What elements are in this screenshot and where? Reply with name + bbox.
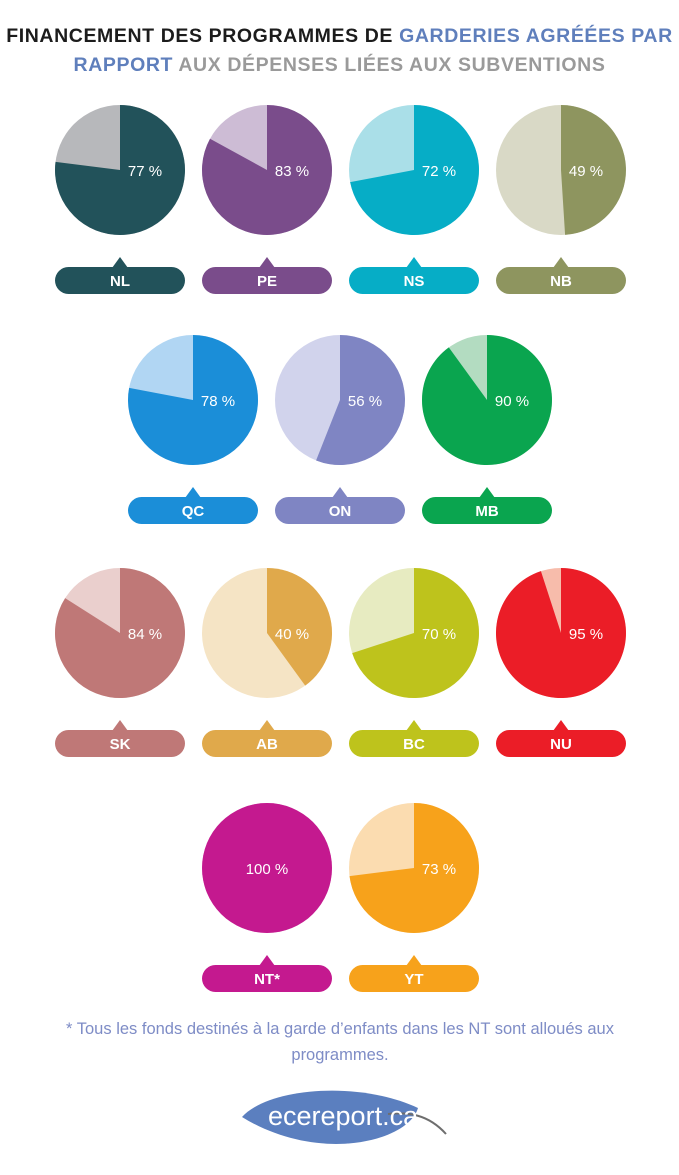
category-label-mb: MB bbox=[475, 503, 498, 520]
label-pointer-qc bbox=[185, 487, 201, 498]
pie-slice-yt bbox=[349, 803, 479, 933]
value-label-sk: 84 % bbox=[128, 626, 162, 643]
label-pill-bc bbox=[349, 730, 479, 757]
label-pill-nl bbox=[55, 267, 185, 294]
label-pill-nu bbox=[496, 730, 626, 757]
pie-nt: 100 % NT* bbox=[202, 803, 332, 992]
category-label-ns: NS bbox=[404, 273, 425, 290]
title-part-4: AUX DÉPENSES LIÉES AUX SUBVENTIONS bbox=[178, 54, 606, 76]
label-pill-nb bbox=[496, 267, 626, 294]
title-part-3: RAPPORT bbox=[73, 54, 174, 76]
pie-nu: 95 % NU bbox=[495, 568, 626, 757]
value-label-nt: 100 % bbox=[246, 861, 289, 878]
pie-sk: 84 % SK bbox=[55, 568, 186, 757]
label-pointer-ab bbox=[259, 720, 275, 731]
pie-nb: 49 % NB bbox=[496, 105, 626, 294]
label-pill-sk bbox=[55, 730, 185, 757]
label-pill-nt bbox=[202, 965, 332, 992]
label-pill-pe bbox=[202, 267, 332, 294]
label-pill-on bbox=[275, 497, 405, 524]
pie-yt: 73 % YT bbox=[349, 803, 479, 992]
value-label-qc: 78 % bbox=[201, 393, 235, 410]
category-label-qc: QC bbox=[182, 503, 205, 520]
value-label-pe: 83 % bbox=[275, 163, 309, 180]
pie-ns: 72 % NS bbox=[349, 105, 479, 294]
footnote: * Tous les fonds destinés à la garde d’e… bbox=[66, 1020, 614, 1064]
label-pointer-nb bbox=[553, 257, 569, 268]
value-label-bc: 70 % bbox=[422, 626, 456, 643]
pie-qc: 78 % QC bbox=[127, 335, 258, 524]
pie-pe: 83 % PE bbox=[202, 105, 333, 294]
label-pill-ns bbox=[349, 267, 479, 294]
chart-title: FINANCEMENT DES PROGRAMMES DE GARDERIES … bbox=[0, 22, 679, 80]
value-label-ab: 40 % bbox=[275, 626, 309, 643]
leaf-icon bbox=[242, 1090, 447, 1144]
pie-nl: 77 % NL bbox=[54, 105, 185, 294]
pie-slice-bc bbox=[352, 568, 479, 698]
label-pointer-nu bbox=[553, 720, 569, 731]
category-label-bc: BC bbox=[403, 736, 425, 753]
label-pointer-nt bbox=[259, 955, 275, 966]
label-pointer-nl bbox=[112, 257, 128, 268]
pie-slice-pe bbox=[202, 105, 333, 235]
title-part-2: GARDERIES AGRÉÉES PAR bbox=[399, 25, 673, 47]
category-label-sk: SK bbox=[110, 736, 131, 753]
label-pill-ab bbox=[202, 730, 332, 757]
category-label-yt: YT bbox=[404, 971, 423, 988]
pie-ab: 40 % AB bbox=[202, 568, 333, 757]
pie-on: 56 % ON bbox=[275, 335, 405, 524]
label-pointer-on bbox=[332, 487, 348, 498]
label-pill-mb bbox=[422, 497, 552, 524]
pie-slice-qc bbox=[127, 335, 258, 465]
category-label-nt: NT* bbox=[254, 971, 280, 988]
value-label-yt: 73 % bbox=[422, 861, 456, 878]
category-label-nl: NL bbox=[110, 273, 130, 290]
label-pointer-ns bbox=[406, 257, 422, 268]
pie-bc: 70 % BC bbox=[349, 568, 479, 757]
label-pointer-mb bbox=[479, 487, 495, 498]
label-pointer-pe bbox=[259, 257, 275, 268]
pie-slice-nb bbox=[561, 105, 626, 235]
label-pointer-yt bbox=[406, 955, 422, 966]
label-pointer-bc bbox=[406, 720, 422, 731]
pie-slice-nu bbox=[495, 568, 626, 698]
pie-slice-ab bbox=[267, 568, 333, 686]
value-label-nl: 77 % bbox=[128, 163, 162, 180]
pie-slice-mb bbox=[421, 335, 552, 465]
value-label-ns: 72 % bbox=[422, 163, 456, 180]
value-label-nb: 49 % bbox=[569, 163, 603, 180]
pie-slice-nl bbox=[54, 105, 185, 235]
title-part-1: FINANCEMENT DES PROGRAMMES DE bbox=[6, 25, 394, 47]
value-label-on: 56 % bbox=[348, 393, 382, 410]
logo-text[interactable]: ecereport.ca bbox=[268, 1101, 419, 1131]
label-pill-yt bbox=[349, 965, 479, 992]
category-label-nb: NB bbox=[550, 273, 572, 290]
category-label-pe: PE bbox=[257, 273, 277, 290]
category-label-on: ON bbox=[329, 503, 352, 520]
pie-slice-on bbox=[316, 335, 405, 465]
pie-slice-ns bbox=[350, 105, 479, 235]
value-label-mb: 90 % bbox=[495, 393, 529, 410]
pie-slice-nt bbox=[202, 803, 332, 933]
category-label-nu: NU bbox=[550, 736, 572, 753]
pie-slice-sk bbox=[55, 568, 186, 698]
category-label-ab: AB bbox=[256, 736, 278, 753]
label-pointer-sk bbox=[112, 720, 128, 731]
value-label-nu: 95 % bbox=[569, 626, 603, 643]
label-pill-qc bbox=[128, 497, 258, 524]
pie-mb: 90 % MB bbox=[421, 335, 552, 524]
